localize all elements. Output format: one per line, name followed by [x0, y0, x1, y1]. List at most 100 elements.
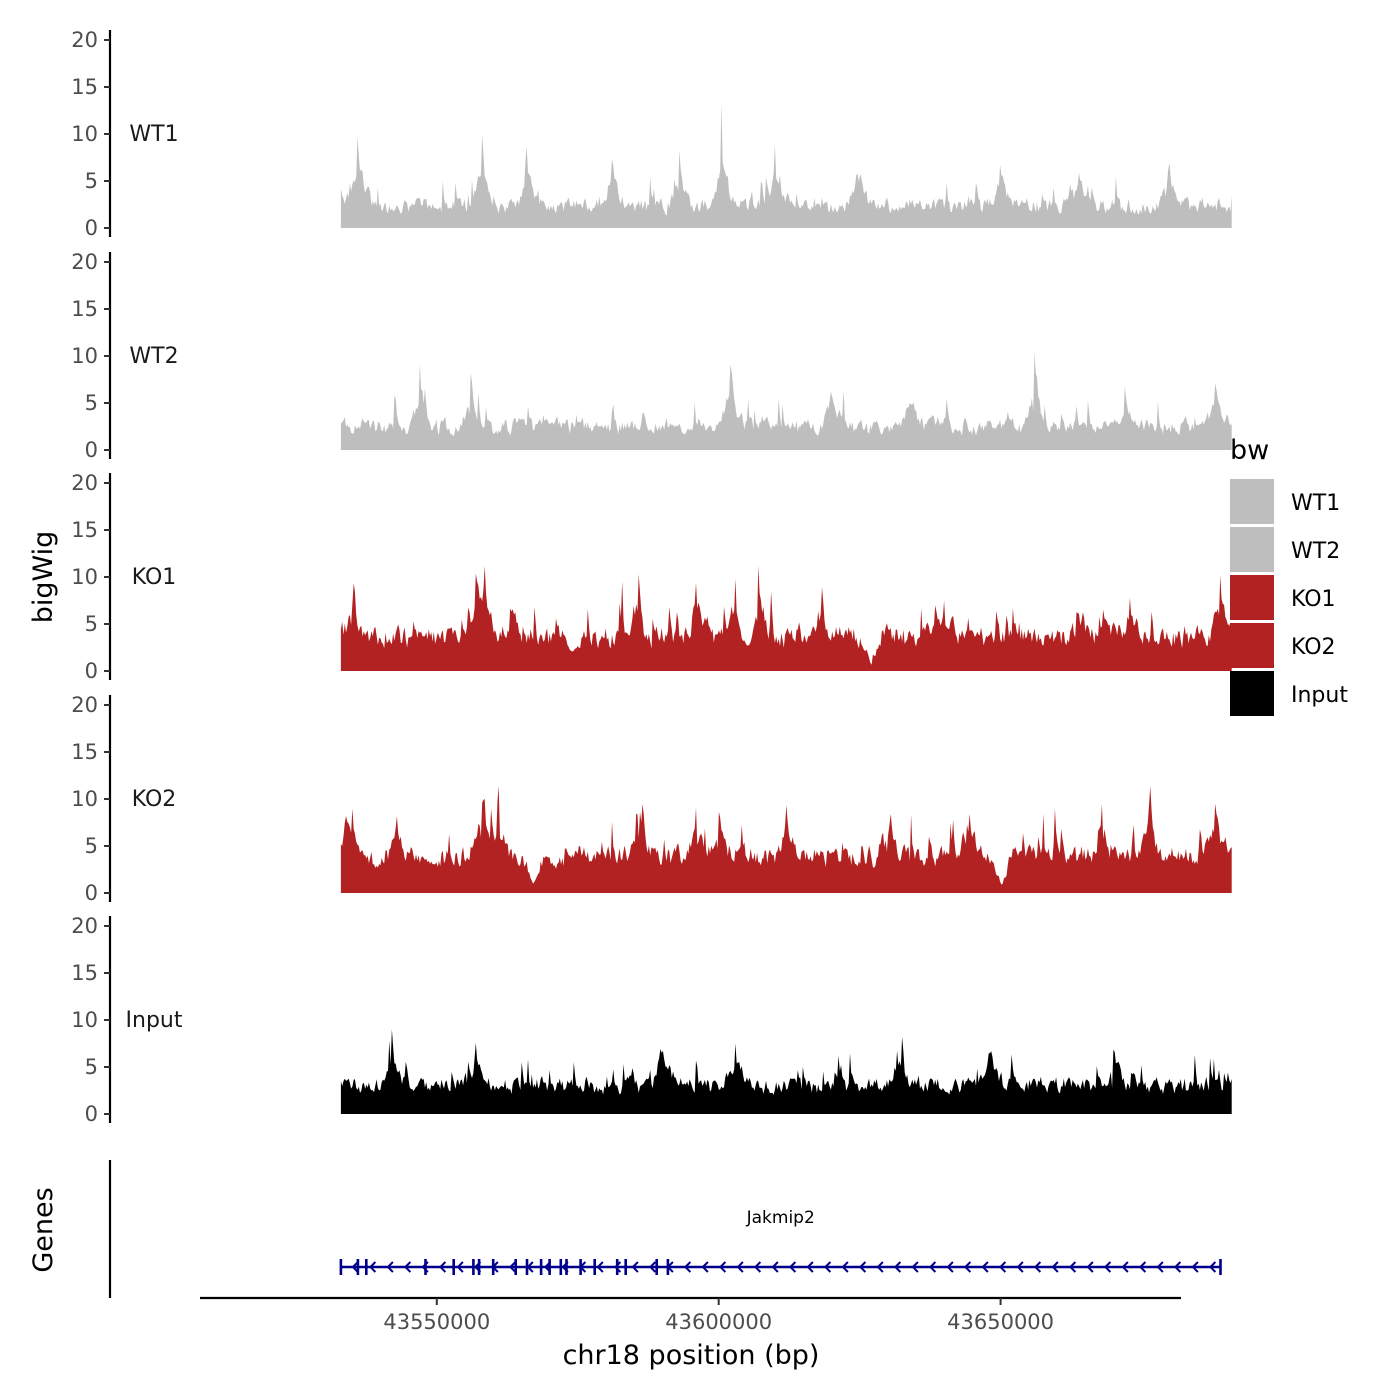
y-tick-label: 15: [71, 75, 98, 99]
strand-arrow: [1016, 1261, 1024, 1273]
x-tick-label: 43650000: [947, 1310, 1054, 1334]
strand-arrow: [701, 1261, 709, 1273]
strand-arrow: [928, 1261, 937, 1273]
y-tick-label: 5: [85, 612, 98, 636]
legend-label: WT1: [1291, 491, 1340, 516]
y-tick-label: 0: [85, 438, 98, 462]
track-label-ko1: KO1: [132, 565, 177, 590]
coverage-area-ko1: [340, 565, 1232, 671]
strand-arrow: [368, 1261, 377, 1273]
legend-item-input: Input: [1230, 671, 1348, 716]
strand-arrow: [718, 1261, 727, 1273]
y-tick-label: 5: [85, 391, 98, 415]
legend: bw WT1 WT2 KO1 KO2 Input: [1230, 435, 1348, 716]
strand-arrow: [438, 1261, 447, 1273]
y-axis-title: bigWig: [28, 531, 59, 624]
exon: [579, 1259, 582, 1275]
track-ko1: 0 5 10 15 20 KO1: [71, 471, 1232, 683]
strand-arrow: [1121, 1261, 1129, 1273]
strand-arrow: [351, 1261, 359, 1273]
exon: [525, 1259, 529, 1275]
strand-arrow: [1173, 1261, 1182, 1273]
y-tick-label: 10: [71, 1008, 98, 1032]
y-tick-label: 5: [85, 169, 98, 193]
y-tick-label: 0: [85, 881, 98, 905]
legend-swatch: [1230, 527, 1274, 572]
gene-jakmip2: Jakmip2: [339, 1208, 1222, 1275]
legend-item-ko2: KO2: [1230, 623, 1336, 668]
y-tick-label: 15: [71, 740, 98, 764]
strand-arrow: [596, 1261, 604, 1273]
strand-arrow: [1033, 1261, 1042, 1273]
x-axis-title: chr18 position (bp): [563, 1340, 820, 1371]
coverage-area-input: [340, 1029, 1232, 1114]
exon: [666, 1259, 670, 1275]
strand-arrow: [1086, 1261, 1094, 1273]
strand-arrow: [963, 1261, 972, 1273]
exon: [424, 1259, 427, 1275]
strand-arrow: [648, 1261, 657, 1273]
track-ko2: 0 5 10 15 20 KO2: [71, 693, 1232, 905]
exon: [559, 1259, 563, 1275]
strand-arrow: [1068, 1261, 1077, 1273]
gene-label: Jakmip2: [746, 1208, 815, 1228]
y-tick-label: 20: [71, 914, 98, 938]
legend-swatch: [1230, 575, 1274, 620]
strand-arrow: [841, 1261, 849, 1273]
y-tick-label: 15: [71, 961, 98, 985]
gene-track-title: Genes: [28, 1187, 59, 1272]
y-tick-label: 20: [71, 28, 98, 52]
legend-label: KO2: [1291, 635, 1336, 660]
y-tick-label: 0: [85, 216, 98, 240]
legend-label: KO1: [1291, 587, 1336, 612]
exon: [514, 1259, 517, 1275]
track-label-wt2: WT2: [129, 344, 178, 369]
legend-label: Input: [1291, 683, 1348, 708]
strand-arrow: [508, 1261, 517, 1273]
track-wt1: 0 5 10 15 20 WT1: [71, 28, 1232, 240]
legend-title: bw: [1230, 435, 1269, 466]
legend-item-ko1: KO1: [1230, 575, 1336, 620]
y-tick-label: 20: [71, 693, 98, 717]
strand-arrow: [806, 1261, 814, 1273]
strand-arrow: [386, 1261, 394, 1273]
exon: [339, 1259, 343, 1275]
strand-arrow: [456, 1261, 464, 1273]
track-label-wt1: WT1: [129, 122, 178, 147]
strand-arrow: [1051, 1261, 1059, 1273]
track-panels: 0 5 10 15 20 WT1 0 5 10 15 20 WT2 0 5 10 15 20 KO1 0 5 10 15 2…: [71, 28, 1232, 1126]
exon: [477, 1259, 481, 1275]
strand-arrow: [1208, 1261, 1217, 1273]
y-tick-label: 10: [71, 344, 98, 368]
strand-arrow: [1103, 1261, 1112, 1273]
strand-arrow: [911, 1261, 919, 1273]
strand-arrow: [981, 1261, 989, 1273]
exon: [365, 1259, 368, 1275]
y-tick-label: 20: [71, 471, 98, 495]
x-axis: 43550000 43600000 43650000: [200, 1296, 1181, 1334]
strand-arrow: [1156, 1261, 1164, 1273]
y-tick-label: 0: [85, 1102, 98, 1126]
strand-arrow: [631, 1261, 639, 1273]
strand-arrow: [823, 1261, 832, 1273]
exon: [1219, 1259, 1222, 1275]
strand-arrow: [683, 1261, 692, 1273]
exon: [615, 1259, 619, 1275]
legend-swatch: [1230, 671, 1274, 716]
legend-item-wt1: WT1: [1230, 479, 1340, 524]
strand-arrow: [736, 1261, 744, 1273]
legend-items: WT1 WT2 KO1 KO2 Input: [1230, 479, 1348, 716]
strand-arrow: [771, 1261, 779, 1273]
legend-swatch: [1230, 623, 1274, 668]
legend-swatch: [1230, 479, 1274, 524]
exon: [356, 1259, 360, 1275]
exon: [593, 1259, 596, 1275]
strand-arrow: [1191, 1261, 1199, 1273]
y-tick-label: 5: [85, 834, 98, 858]
y-tick-label: 5: [85, 1055, 98, 1079]
y-tick-label: 20: [71, 250, 98, 274]
x-tick-label: 43600000: [665, 1310, 772, 1334]
y-tick-label: 10: [71, 122, 98, 146]
y-tick-label: 15: [71, 297, 98, 321]
legend-item-wt2: WT2: [1230, 527, 1340, 572]
